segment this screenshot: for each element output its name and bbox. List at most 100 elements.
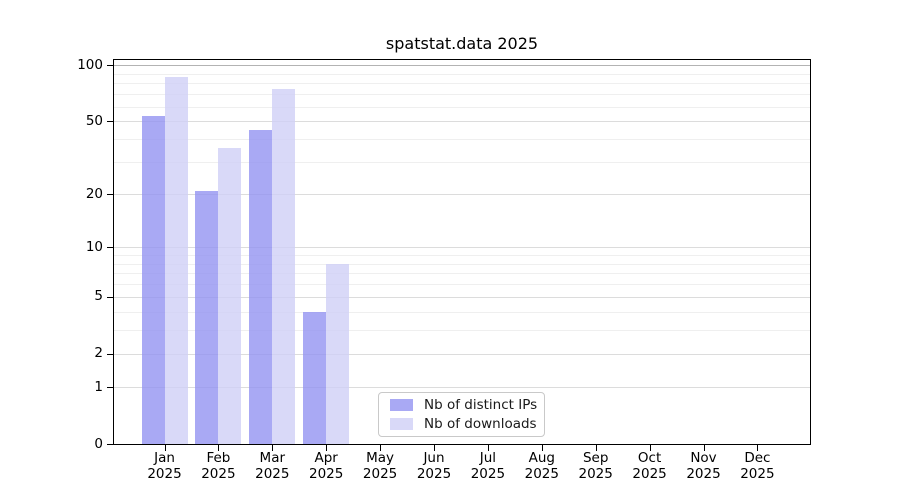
x-tick-label-jan: Jan 2025 [138, 450, 192, 482]
year-label: 2025 [147, 466, 182, 482]
y-tick-label-20: 20 [85, 185, 103, 202]
x-tick-label-aug: Aug 2025 [515, 450, 569, 482]
y-tick-label-50: 50 [85, 112, 103, 129]
gridline-80 [113, 83, 811, 85]
x-tick-label-nov: Nov 2025 [677, 450, 731, 482]
month-label: Jun [423, 450, 445, 466]
y-tick-100 [107, 65, 113, 67]
year-label: 2025 [470, 466, 506, 482]
gridline-70 [113, 94, 811, 96]
gridline-40 [113, 139, 811, 141]
x-tick-mar [272, 444, 274, 451]
bar-jan-distinct-ips [142, 115, 165, 445]
x-tick-label-jul: Jul 2025 [461, 450, 515, 482]
y-tick-label-1: 1 [94, 378, 103, 395]
year-label: 2025 [201, 466, 236, 482]
month-label: Feb [206, 450, 231, 466]
y-tick-50 [107, 121, 113, 123]
gridline-10 [113, 247, 811, 249]
bar-apr-downloads [326, 264, 349, 445]
gridline-5 [113, 296, 811, 298]
y-tick-label-0: 0 [94, 435, 103, 452]
y-tick-label-100: 100 [77, 56, 103, 73]
month-label: Dec [744, 450, 771, 466]
legend: Nb of distinct IPs Nb of downloads [378, 392, 545, 437]
bar-apr-distinct-ips [303, 312, 326, 445]
y-tick-0 [107, 444, 113, 445]
bar-mar-distinct-ips [249, 130, 272, 445]
year-label: 2025 [416, 466, 452, 482]
y-tick-label-10: 10 [85, 238, 103, 255]
year-label: 2025 [309, 466, 344, 482]
year-label: 2025 [524, 466, 559, 482]
year-label: 2025 [740, 466, 775, 482]
x-tick-sep [595, 444, 597, 451]
month-label: May [366, 450, 395, 466]
x-tick-label-jun: Jun 2025 [407, 450, 461, 482]
gridline-7 [113, 273, 811, 275]
x-tick-aug [541, 444, 543, 451]
bar-mar-downloads [272, 89, 295, 445]
month-label: Jul [479, 450, 497, 466]
gridline-6 [113, 284, 811, 286]
x-tick-label-dec: Dec 2025 [730, 450, 784, 482]
x-tick-feb [218, 444, 220, 451]
gridline-60 [113, 106, 811, 108]
year-label: 2025 [686, 466, 721, 482]
y-tick-10 [107, 247, 113, 249]
month-label: Apr [314, 450, 338, 466]
x-tick-label-mar: Mar 2025 [245, 450, 299, 482]
legend-swatch-icon [390, 398, 413, 411]
legend-label: Nb of downloads [424, 416, 537, 433]
x-tick-label-apr: Apr 2025 [299, 450, 353, 482]
year-label: 2025 [632, 466, 667, 482]
legend-row: Nb of distinct IPs [390, 397, 544, 413]
gridline-8 [113, 263, 811, 265]
x-tick-may [380, 444, 382, 451]
year-label: 2025 [578, 466, 613, 482]
month-label: Jan [154, 450, 175, 466]
month-label: Oct [637, 450, 662, 466]
y-tick-label-5: 5 [94, 288, 103, 305]
x-tick-label-oct: Oct 2025 [623, 450, 677, 482]
y-tick-5 [107, 296, 113, 298]
y-tick-2 [107, 353, 113, 355]
bar-jan-downloads [165, 76, 188, 445]
bar-feb-distinct-ips [195, 190, 218, 445]
month-label: Mar [259, 450, 286, 466]
gridline-2 [113, 353, 811, 355]
x-tick-label-may: May 2025 [353, 450, 407, 482]
x-tick-label-sep: Sep 2025 [569, 450, 623, 482]
gridline-4 [113, 311, 811, 313]
bar-feb-downloads [218, 148, 241, 445]
gridline-90 [113, 73, 811, 75]
gridline-1 [113, 387, 811, 389]
year-label: 2025 [255, 466, 290, 482]
gridline-50 [113, 121, 811, 123]
y-tick-label-2: 2 [94, 345, 103, 362]
x-tick-nov [703, 444, 705, 451]
month-label: Nov [690, 450, 717, 466]
month-label: Aug [528, 450, 555, 466]
legend-label: Nb of distinct IPs [424, 396, 538, 413]
year-label: 2025 [362, 466, 398, 482]
legend-swatch-icon [390, 418, 413, 431]
legend-row: Nb of downloads [390, 416, 544, 432]
x-tick-oct [649, 444, 651, 451]
gridline-100 [113, 65, 811, 67]
x-tick-jul [487, 444, 489, 451]
gridline-20 [113, 194, 811, 196]
x-tick-jan [164, 444, 166, 451]
month-label: Sep [582, 450, 609, 466]
chart-title: spatstat.data 2025 [385, 34, 539, 53]
y-tick-1 [107, 387, 113, 389]
x-tick-label-feb: Feb 2025 [191, 450, 245, 482]
gridline-30 [113, 162, 811, 164]
gridline-9 [113, 255, 811, 256]
gridline-3 [113, 330, 811, 332]
x-tick-jun [434, 444, 435, 451]
x-tick-dec [757, 444, 759, 451]
x-tick-apr [326, 444, 328, 451]
y-tick-20 [107, 194, 113, 196]
